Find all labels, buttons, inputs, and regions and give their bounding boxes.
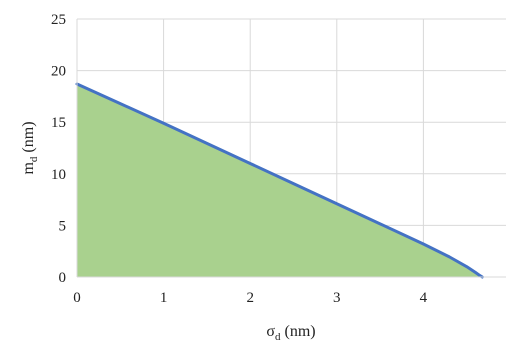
series-line [75, 82, 484, 279]
y-tick-label: 5 [59, 218, 67, 234]
y-tick-label: 15 [51, 115, 66, 131]
x-tick-label: 2 [246, 290, 254, 306]
y-tick-label: 0 [59, 270, 67, 286]
x-tick-label: 0 [73, 290, 81, 306]
plot-area [75, 82, 484, 279]
y-tick-label: 25 [51, 12, 66, 28]
x-tick-label: 1 [160, 290, 168, 306]
axes: 0510152025012345 [51, 12, 506, 306]
x-axis-title: σd (nm) [266, 323, 315, 343]
y-tick-label: 10 [51, 167, 66, 183]
y-tick-label: 20 [51, 64, 66, 80]
x-tick-label: 4 [420, 290, 428, 306]
x-tick-label: 3 [333, 290, 341, 306]
area-fill [77, 84, 483, 278]
y-axis-title: md (nm) [20, 121, 40, 174]
